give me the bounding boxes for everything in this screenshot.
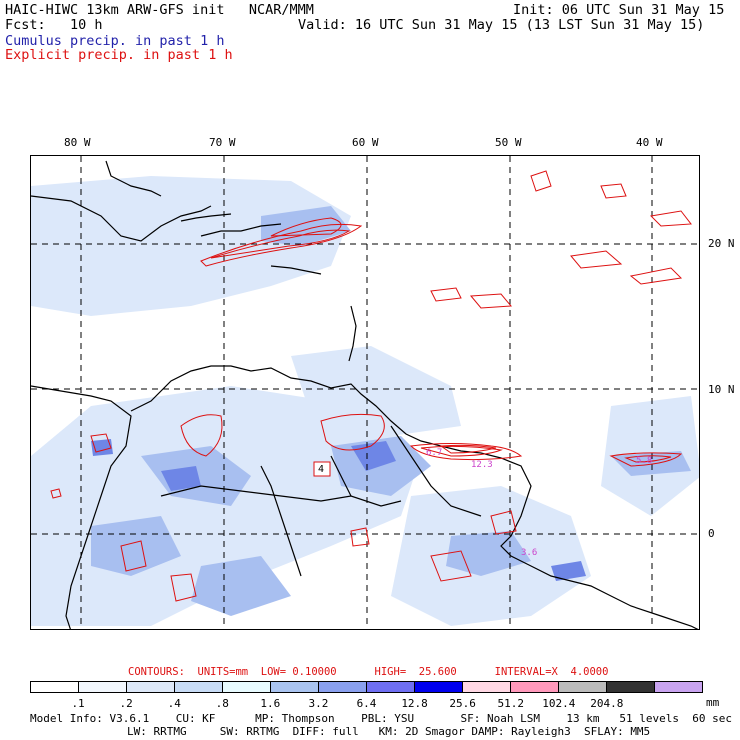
colorbar-cell [271,682,319,692]
colorbar-cell [511,682,559,692]
colorbar-cell [319,682,367,692]
lon-label-80w: 80 W [64,136,91,149]
colorbar-label: 12.8 [401,697,428,710]
colorbar-cell [127,682,175,692]
colorbar-unit: mm [706,696,720,709]
annotation-label-4: 5.8 [636,456,653,466]
colorbar-cell [223,682,271,692]
lon-label-50w: 50 W [495,136,522,149]
forecast-hour: Fcst: 10 h [5,17,103,33]
map-canvas [31,156,699,629]
colorbar-cell [415,682,463,692]
annotation-label-2: 12.3 [471,460,493,470]
colorbar-cell [175,682,223,692]
colorbar [30,681,703,693]
annotation-label-3: 3.6 [521,548,538,558]
colorbar-label: 25.6 [449,697,476,710]
colorbar-label: .1 [71,697,85,710]
contours-info: CONTOURS: UNITS=mm LOW= 0.10000 HIGH= 25… [128,666,609,678]
map-annotations [313,461,331,477]
valid-time: Valid: 16 UTC Sun 31 May 15 (13 LST Sun … [298,17,705,33]
init-time: Init: 06 UTC Sun 31 May 15 [513,2,725,18]
colorbar-label: .2 [119,697,133,710]
coastlines [31,160,699,629]
lon-label-70w: 70 W [209,136,236,149]
colorbar-label: 51.2 [497,697,524,710]
colorbar-cell [655,682,702,692]
colorbar-cell [367,682,415,692]
model-info-line1: Model Info: V3.6.1 CU: KF MP: Thompson P… [30,712,732,725]
map-panel: 4 6.7 12.3 3.6 5.8 [30,155,700,630]
colorbar-label: 6.4 [356,697,377,710]
colorbar-cell [31,682,79,692]
colorbar-label: 102.4 [542,697,576,710]
lon-label-40w: 40 W [636,136,663,149]
model-info-line2: LW: RRTMG SW: RRTMG DIFF: full KM: 2D Sm… [127,725,651,738]
annotation-label-1: 6.7 [426,448,443,458]
lat-label-20n: 20 N [708,237,735,250]
explicit-label: Explicit precip. in past 1 h [5,47,233,63]
colorbar-cell [559,682,607,692]
cumulus-label: Cumulus precip. in past 1 h [5,33,225,49]
colorbar-label: .4 [167,697,181,710]
colorbar-label: 1.6 [260,697,281,710]
colorbar-cell [607,682,655,692]
colorbar-cell [463,682,511,692]
colorbar-label: .8 [215,697,229,710]
colorbar-label: 204.8 [590,697,624,710]
colorbar-cell [79,682,127,692]
annotation-max-label: 4 [318,464,325,475]
colorbar-label: 3.2 [308,697,329,710]
lat-label-10n: 10 N [708,383,735,396]
lat-label-equator: 0 [708,527,715,540]
lat-lon-grid [31,156,699,629]
explicit-precip-contours [50,170,692,602]
plot-title: HAIC-HIWC 13km ARW-GFS init NCAR/MMM [5,2,314,18]
lon-label-60w: 60 W [352,136,379,149]
